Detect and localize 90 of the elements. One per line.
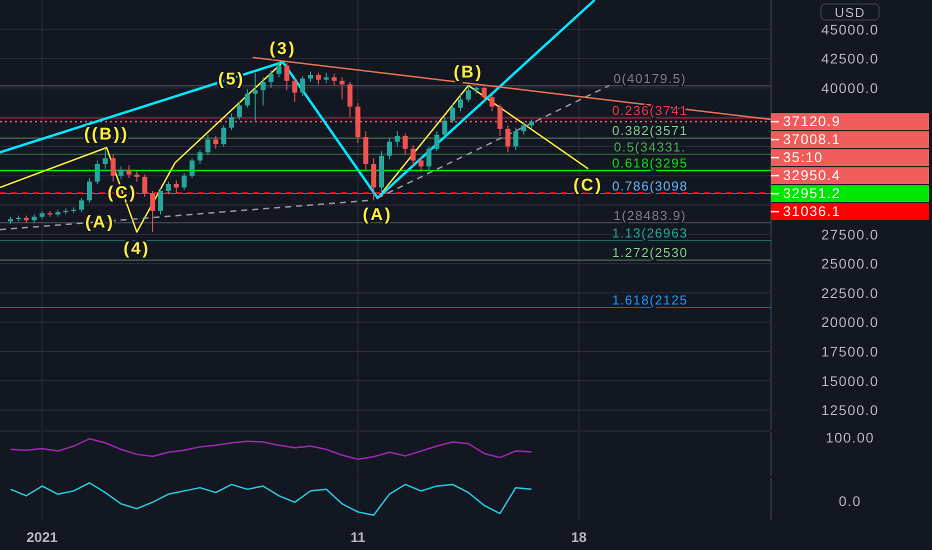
candlestick bbox=[94, 160, 100, 184]
candlestick bbox=[205, 134, 210, 156]
text: 37008.1 bbox=[783, 131, 841, 148]
candlestick bbox=[268, 70, 274, 88]
candlestick bbox=[213, 135, 218, 150]
candlestick bbox=[450, 104, 456, 124]
annotation: 0.236(3741 bbox=[612, 103, 688, 118]
candlestick bbox=[386, 138, 392, 160]
candlestick bbox=[505, 124, 510, 153]
x-tick-label: 18 bbox=[571, 529, 587, 545]
annotation: ((B)) bbox=[84, 124, 130, 144]
candlestick bbox=[102, 148, 108, 170]
candlestick bbox=[190, 158, 195, 179]
annotation: (3) bbox=[269, 39, 296, 58]
annotation: 0.618(3295 bbox=[612, 155, 688, 170]
candlestick bbox=[332, 73, 337, 86]
x-tick-label: 11 bbox=[350, 529, 366, 545]
ref-line-label: 32951.2 bbox=[783, 185, 841, 202]
annotation: 1(28483.9) bbox=[614, 208, 686, 223]
candlestick bbox=[371, 158, 376, 201]
candlestick bbox=[308, 70, 314, 83]
candlestick bbox=[110, 154, 116, 182]
candlestick bbox=[158, 188, 164, 215]
candlestick bbox=[221, 124, 226, 147]
annotation: 0.786(3098 bbox=[612, 178, 688, 194]
candlestick bbox=[236, 101, 242, 120]
candlestick bbox=[244, 88, 250, 108]
text: 35:10 bbox=[783, 149, 824, 166]
candlestick bbox=[276, 62, 282, 78]
ref-line-label: 37120.9 bbox=[783, 113, 841, 130]
y-axis-title: USD bbox=[834, 5, 866, 20]
candlestick bbox=[466, 85, 471, 102]
candlestick bbox=[134, 170, 140, 182]
y-tick-label: 15000.0 bbox=[821, 372, 879, 389]
ref-line-label: 31036.1 bbox=[783, 203, 841, 220]
text: 32950.4 bbox=[783, 167, 841, 184]
y-tick-label: 42500.0 bbox=[821, 50, 879, 67]
candlestick bbox=[86, 178, 92, 204]
y-tick-label: 17500.0 bbox=[821, 344, 879, 360]
candlestick bbox=[490, 94, 495, 112]
candlestick bbox=[340, 76, 345, 100]
candlestick bbox=[458, 94, 463, 112]
candlestick bbox=[182, 172, 187, 190]
candlestick bbox=[284, 62, 290, 91]
y-tick-label: 12500.0 bbox=[821, 402, 879, 418]
candlestick bbox=[118, 166, 124, 180]
annotation: (A) bbox=[85, 212, 115, 232]
candlestick bbox=[292, 78, 298, 102]
y-tick-label: 27500.0 bbox=[821, 226, 879, 242]
candlestick bbox=[410, 144, 416, 167]
candlestick bbox=[316, 72, 321, 85]
annotation: 1.618(2125 bbox=[612, 292, 688, 308]
annotation: 1.13(26963 bbox=[612, 226, 688, 241]
annotation: (A) bbox=[362, 205, 392, 224]
annotation: 1.272(2530 bbox=[612, 245, 688, 260]
x-tick-label: 2021 bbox=[26, 529, 58, 545]
candlestick bbox=[150, 190, 156, 232]
candlestick bbox=[418, 156, 424, 173]
candlestick bbox=[482, 86, 487, 102]
candlestick bbox=[513, 127, 518, 150]
candlestick bbox=[347, 82, 352, 118]
candlestick bbox=[260, 76, 266, 106]
text: 100.00 bbox=[826, 429, 874, 446]
candlestick bbox=[521, 121, 526, 136]
annotation: (B) bbox=[454, 62, 484, 82]
annotation: 0.5(34331. bbox=[614, 139, 686, 154]
candlestick bbox=[394, 130, 400, 147]
y-tick-label: 20000.0 bbox=[821, 314, 879, 330]
annotation: 0(40179.5) bbox=[614, 70, 686, 86]
candlestick bbox=[426, 146, 432, 170]
y-tick-label: 25000.0 bbox=[821, 256, 879, 272]
annotation: 0.382(3571 bbox=[612, 123, 688, 138]
candlestick bbox=[142, 174, 148, 198]
y-tick-label: 22500.0 bbox=[821, 284, 879, 301]
annotation: (C) bbox=[573, 176, 603, 195]
candlestick bbox=[442, 116, 448, 138]
candlestick bbox=[434, 130, 440, 152]
candlestick bbox=[252, 72, 258, 122]
y-tick-label: 40000.0 bbox=[821, 80, 879, 96]
candlestick bbox=[197, 149, 202, 165]
annotation: (4) bbox=[123, 238, 150, 258]
candlestick bbox=[174, 180, 179, 194]
candlestick bbox=[402, 133, 408, 156]
candlestick bbox=[126, 164, 132, 179]
y-tick-label: 45000.0 bbox=[821, 21, 879, 38]
text: 0.0 bbox=[838, 493, 862, 510]
candlestick bbox=[300, 76, 306, 97]
candlestick bbox=[229, 113, 234, 131]
candlestick bbox=[166, 181, 171, 195]
candlestick bbox=[79, 198, 84, 213]
